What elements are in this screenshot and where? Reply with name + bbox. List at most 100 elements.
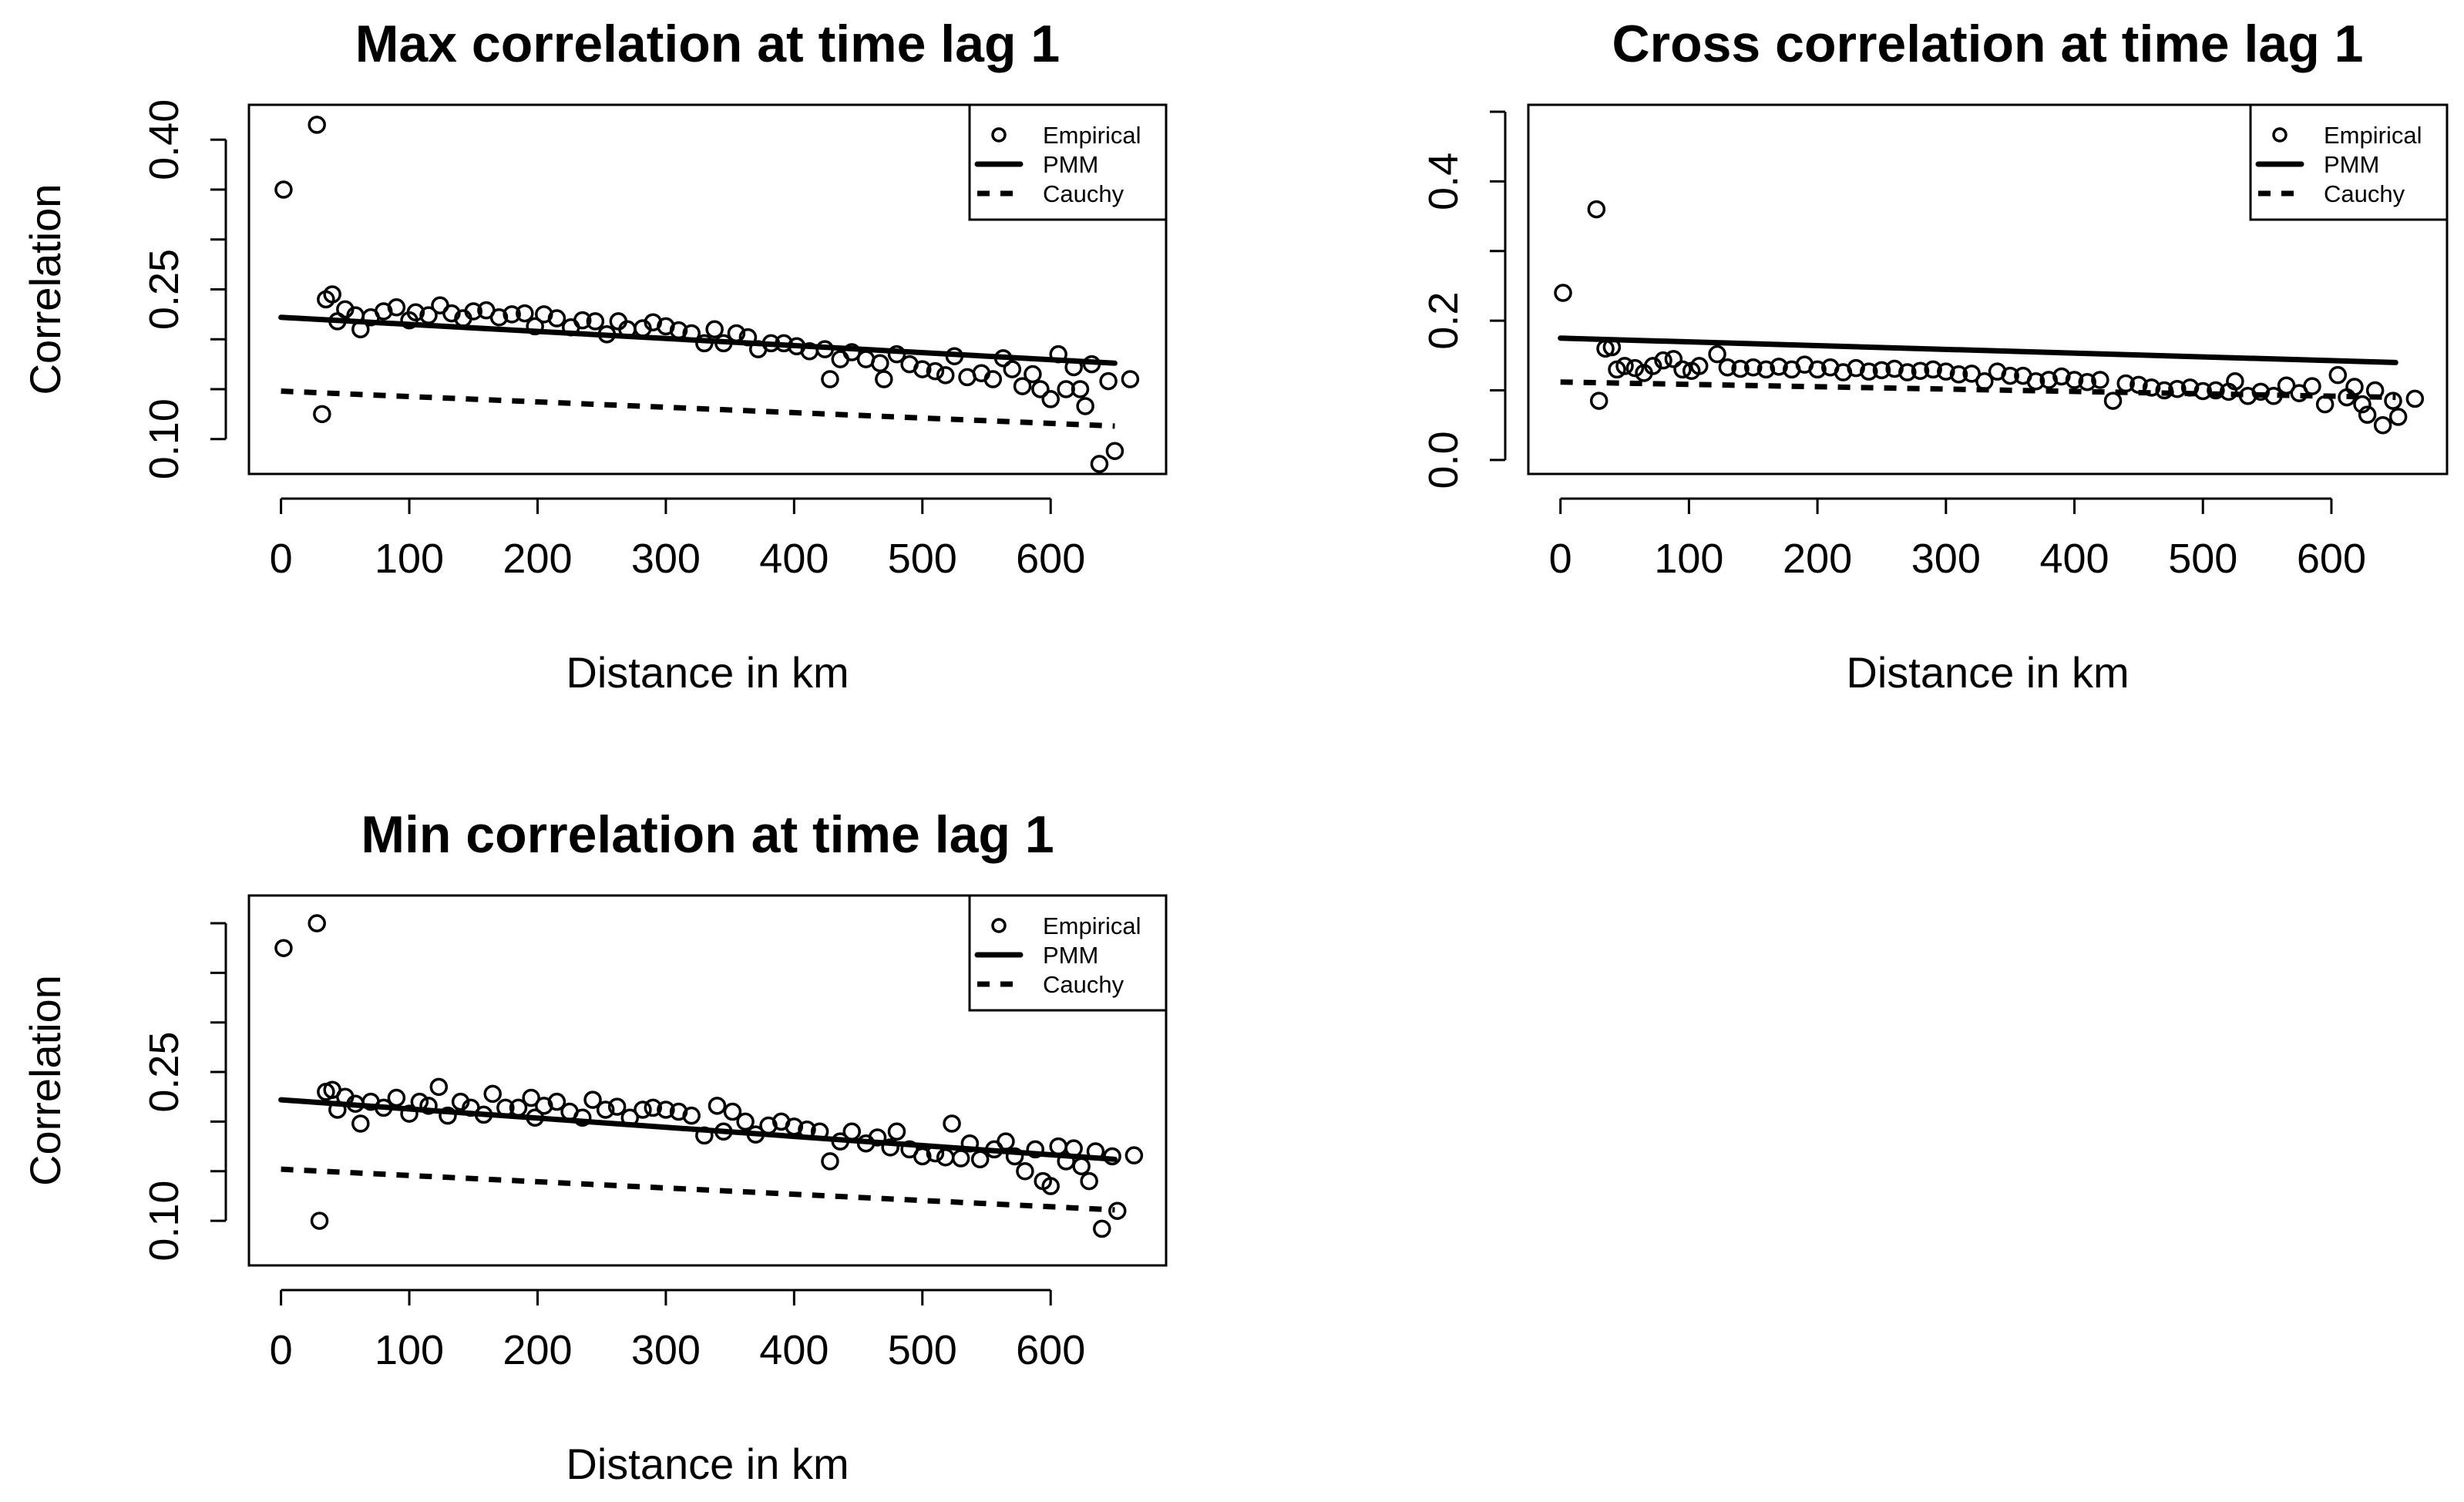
empirical-point bbox=[2405, 389, 2425, 408]
empirical-point bbox=[2091, 371, 2109, 389]
empirical-point bbox=[842, 343, 861, 361]
empirical-point bbox=[406, 303, 425, 322]
x-tick-label: 300 bbox=[631, 536, 701, 582]
empirical-point bbox=[1949, 365, 1968, 384]
y-tick-label: 0.25 bbox=[141, 1032, 187, 1113]
x-tick-label: 300 bbox=[631, 1327, 701, 1373]
empirical-point bbox=[657, 1100, 675, 1119]
empirical-point bbox=[1664, 350, 1683, 368]
legend-label: PMM bbox=[2324, 151, 2379, 178]
empirical-point bbox=[1071, 380, 1090, 398]
cauchy-line bbox=[281, 1166, 1115, 1213]
empirical-point bbox=[1090, 455, 1109, 473]
empirical-point bbox=[547, 309, 566, 328]
empirical-point bbox=[2065, 371, 2084, 389]
empirical-point bbox=[868, 1128, 887, 1147]
empirical-point bbox=[1643, 357, 1662, 375]
empirical-point bbox=[2353, 395, 2372, 414]
empirical-point bbox=[429, 1077, 449, 1097]
empirical-point bbox=[419, 1097, 438, 1115]
empirical-point bbox=[1080, 1171, 1098, 1191]
empirical-point bbox=[1049, 1137, 1067, 1156]
x-axis-label: Distance in km bbox=[566, 648, 849, 697]
empirical-point bbox=[313, 405, 331, 424]
x-tick-label: 100 bbox=[1654, 536, 1723, 582]
empirical-point bbox=[2142, 378, 2161, 397]
empirical-point bbox=[274, 180, 293, 199]
empirical-point bbox=[887, 1122, 906, 1141]
empirical-point bbox=[2384, 391, 2402, 410]
legend-label: Empirical bbox=[1043, 122, 1141, 149]
x-tick-label: 200 bbox=[503, 536, 572, 582]
empirical-point bbox=[1108, 1201, 1127, 1220]
empirical-point bbox=[2052, 367, 2071, 386]
empirical-point bbox=[1625, 358, 1645, 378]
y-axis-label: Correlation bbox=[21, 184, 69, 395]
empirical-point bbox=[2155, 381, 2173, 400]
empirical-point bbox=[596, 1100, 615, 1119]
x-tick-label: 500 bbox=[888, 1327, 957, 1373]
empirical-point bbox=[1005, 1147, 1024, 1166]
empirical-point bbox=[943, 1114, 961, 1133]
y-tick-label: 0.10 bbox=[141, 1181, 187, 1262]
x-tick-label: 400 bbox=[759, 536, 829, 582]
empirical-point bbox=[2388, 408, 2408, 426]
empirical-point bbox=[875, 370, 893, 388]
empirical-point bbox=[503, 305, 521, 324]
empirical-point bbox=[1587, 200, 1606, 219]
legend-label: Cauchy bbox=[1043, 180, 1124, 207]
x-axis-label: Distance in km bbox=[1846, 648, 2129, 697]
empirical-point bbox=[1743, 358, 1763, 377]
empirical-point bbox=[926, 361, 945, 381]
empirical-point bbox=[2226, 372, 2244, 391]
legend-key-empirical bbox=[991, 918, 1007, 933]
pmm-line bbox=[278, 1097, 1118, 1162]
empirical-point bbox=[1099, 371, 1118, 391]
empirical-point bbox=[1589, 391, 1608, 410]
y-tick-label: 0.25 bbox=[141, 249, 187, 330]
y-tick-label: 0.10 bbox=[141, 398, 187, 479]
empirical-point bbox=[1770, 358, 1788, 376]
x-tick-label: 100 bbox=[375, 536, 444, 582]
empirical-point bbox=[1105, 442, 1124, 460]
empirical-point bbox=[936, 1148, 955, 1167]
empirical-point bbox=[547, 1092, 566, 1111]
x-tick-label: 200 bbox=[503, 1327, 572, 1373]
x-tick-label: 600 bbox=[2297, 536, 2366, 582]
cauchy-line bbox=[281, 388, 1115, 429]
legend-label: Cauchy bbox=[1043, 971, 1124, 998]
x-tick-label: 0 bbox=[270, 1327, 293, 1373]
legend-key-empirical bbox=[2272, 127, 2288, 143]
legend-key-empirical bbox=[991, 127, 1007, 143]
empirical-point bbox=[1847, 358, 1865, 378]
empirical-point bbox=[2315, 395, 2335, 414]
empirical-point bbox=[831, 350, 850, 368]
plot-frame bbox=[247, 103, 1168, 475]
empirical-point bbox=[1731, 359, 1750, 378]
empirical-point bbox=[573, 1108, 592, 1127]
empirical-point bbox=[1654, 351, 1672, 370]
cross-correlation-panel: Cross correlation at time lag 1 0 100 200 30… bbox=[21, 15, 2449, 697]
empirical-point bbox=[308, 116, 326, 134]
empirical-point bbox=[1872, 361, 1891, 380]
empirical-point bbox=[2303, 377, 2321, 395]
empirical-point bbox=[1673, 360, 1692, 379]
empirical-point bbox=[387, 298, 406, 317]
x-tick-label: 400 bbox=[759, 1327, 829, 1373]
empirical-point bbox=[1093, 1219, 1111, 1238]
empirical-point bbox=[1689, 357, 1709, 375]
empirical-point bbox=[1121, 370, 1140, 388]
legend-label: PMM bbox=[1043, 942, 1098, 969]
empirical-point bbox=[1718, 358, 1737, 377]
empirical-point bbox=[913, 360, 932, 378]
y-axis-label: Correlation bbox=[21, 975, 69, 1186]
legend-box bbox=[968, 103, 1168, 221]
empirical-point bbox=[2373, 415, 2392, 435]
legend-label: Cauchy bbox=[2324, 180, 2405, 207]
empirical-point bbox=[489, 307, 509, 327]
empirical-point bbox=[1554, 284, 1572, 302]
pmm-line bbox=[278, 314, 1118, 366]
empirical-point bbox=[705, 320, 724, 339]
